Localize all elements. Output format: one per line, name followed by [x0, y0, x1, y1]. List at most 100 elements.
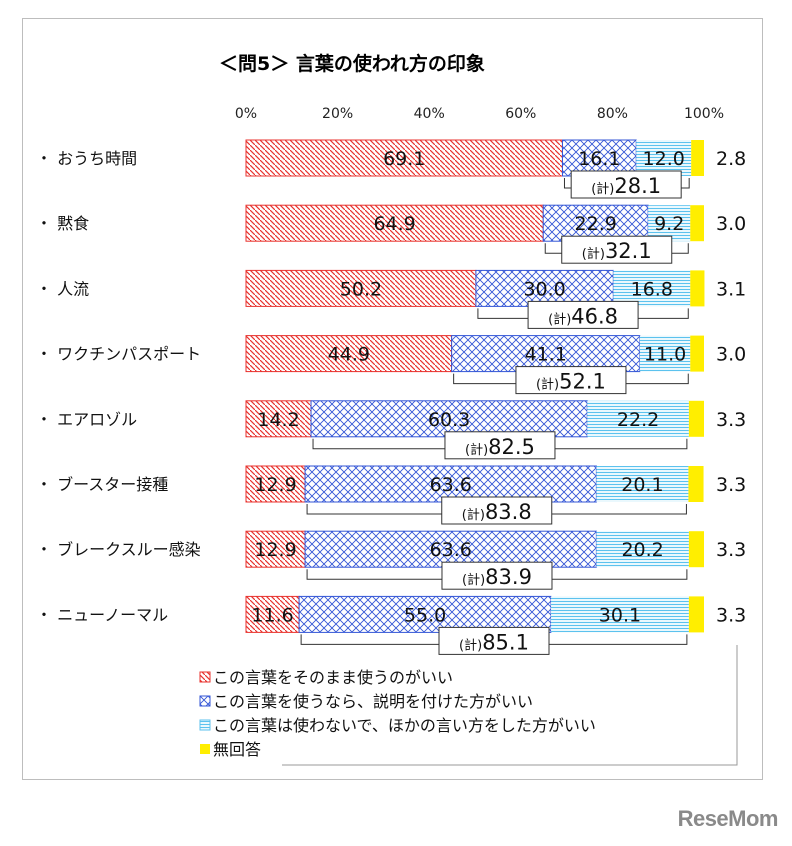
- legend-swatch: [199, 671, 211, 683]
- total-label: (計)82.5: [465, 435, 535, 459]
- bar-segment-4: [688, 400, 704, 437]
- value-label: 12.9: [254, 474, 296, 496]
- bar-segment-1: [245, 465, 306, 503]
- bar-segment-2: [304, 465, 597, 503]
- value-label: 63.6: [430, 539, 472, 561]
- value-label: 3.3: [716, 604, 746, 626]
- value-label: 22.9: [575, 213, 617, 235]
- value-label: 11.6: [251, 604, 293, 626]
- value-label: 69.1: [383, 148, 425, 170]
- value-label: 30.0: [523, 278, 565, 300]
- total-box: [561, 235, 673, 264]
- value-label: 16.1: [578, 148, 620, 170]
- value-label: 12.9: [254, 539, 296, 561]
- chart-frame: [22, 18, 763, 780]
- value-label: 44.9: [328, 344, 370, 366]
- bar-segment-4: [688, 531, 704, 568]
- category-label: ・ エアロゾル: [36, 410, 137, 429]
- bar-segment-2: [310, 400, 588, 438]
- value-label: 55.0: [404, 604, 446, 626]
- total-box: [515, 366, 627, 395]
- value-label: 16.8: [631, 278, 673, 300]
- bar-segment-4: [690, 270, 705, 307]
- category-label: ・ おうち時間: [36, 149, 137, 168]
- x-tick-label: 40%: [414, 106, 445, 122]
- total-box: [570, 170, 682, 199]
- category-label: ・ ブレークスルー感染: [36, 540, 201, 559]
- total-box: [527, 300, 639, 329]
- value-label: 2.8: [716, 148, 746, 170]
- value-label: 3.3: [716, 474, 746, 496]
- value-label: 3.3: [716, 539, 746, 561]
- x-tick-label: 100%: [684, 106, 724, 122]
- legend-label: 無回答: [213, 740, 261, 759]
- value-label: 41.1: [525, 344, 567, 366]
- legend-swatch: [199, 719, 211, 731]
- bar-segment-1: [245, 139, 563, 177]
- category-label: ・ ワクチンパスポート: [36, 345, 201, 364]
- x-tick-label: 20%: [322, 106, 353, 122]
- bar-segment-2: [561, 139, 637, 177]
- value-label: 22.2: [617, 409, 659, 431]
- bar-segment-1: [245, 269, 477, 307]
- bar-segment-4: [691, 140, 704, 176]
- bar-segment-3: [648, 205, 691, 242]
- value-label: 12.0: [643, 148, 685, 170]
- value-label: 3.0: [716, 213, 746, 235]
- bar-segment-4: [690, 335, 704, 372]
- legend-swatch: [200, 744, 210, 754]
- total-label: (計)83.8: [462, 500, 532, 524]
- total-label: (計)85.1: [459, 630, 529, 654]
- bar-segment-1: [245, 400, 312, 438]
- bar-segment-3: [613, 270, 691, 307]
- value-label: 9.2: [654, 213, 684, 235]
- value-label: 11.0: [644, 344, 686, 366]
- value-label: 50.2: [340, 278, 382, 300]
- total-label: (計)52.1: [536, 370, 606, 394]
- x-tick-label: 0%: [235, 106, 257, 122]
- chart-title: ＜問5＞ 言葉の使われ方の印象: [219, 52, 485, 75]
- resemom-logo: ReseMom: [677, 806, 779, 831]
- value-label: 20.2: [621, 539, 663, 561]
- value-label: 64.9: [373, 213, 415, 235]
- legend-swatch: [199, 695, 211, 707]
- x-tick-label: 60%: [505, 106, 536, 122]
- legend-label: この言葉は使わないで、ほかの言い方をした方がいい: [213, 716, 596, 735]
- total-box: [444, 431, 556, 460]
- value-label: 14.2: [257, 409, 299, 431]
- legend-box-line: [282, 645, 738, 766]
- bar-segment-3: [636, 140, 692, 176]
- bar-segment-3: [596, 466, 689, 502]
- total-box: [441, 561, 553, 590]
- bar-segment-2: [304, 530, 597, 568]
- bar-segment-4: [688, 596, 704, 633]
- total-label: (計)28.1: [591, 174, 661, 198]
- bar-segment-4: [688, 466, 704, 502]
- value-label: 3.3: [716, 409, 746, 431]
- legend-label: この言葉を使うなら、説明を付けた方がいい: [213, 692, 533, 711]
- value-label: 3.0: [716, 344, 746, 366]
- total-box: [438, 626, 550, 655]
- value-label: 20.1: [621, 474, 663, 496]
- bar-segment-1: [245, 204, 544, 242]
- bar-segment-4: [690, 205, 704, 242]
- bar-segment-2: [542, 204, 649, 242]
- category-label: ・ ニューノーマル: [36, 605, 168, 624]
- total-label: (計)46.8: [548, 304, 618, 328]
- total-box: [441, 496, 553, 525]
- bar-segment-1: [245, 530, 306, 568]
- total-label: (計)32.1: [582, 239, 652, 263]
- value-label: 60.3: [428, 409, 470, 431]
- x-tick-label: 80%: [597, 106, 628, 122]
- bar-segment-3: [639, 335, 691, 372]
- bar-segment-3: [596, 531, 689, 568]
- legend-label: この言葉をそのまま使うのがいい: [213, 668, 453, 687]
- value-label: 30.1: [599, 604, 641, 626]
- bar-segment-2: [298, 595, 552, 633]
- category-label: ・ 黙食: [36, 214, 89, 233]
- bar-segment-3: [587, 400, 689, 437]
- category-label: ・ 人流: [36, 279, 89, 298]
- value-label: 63.6: [430, 474, 472, 496]
- bar-segment-3: [551, 596, 689, 633]
